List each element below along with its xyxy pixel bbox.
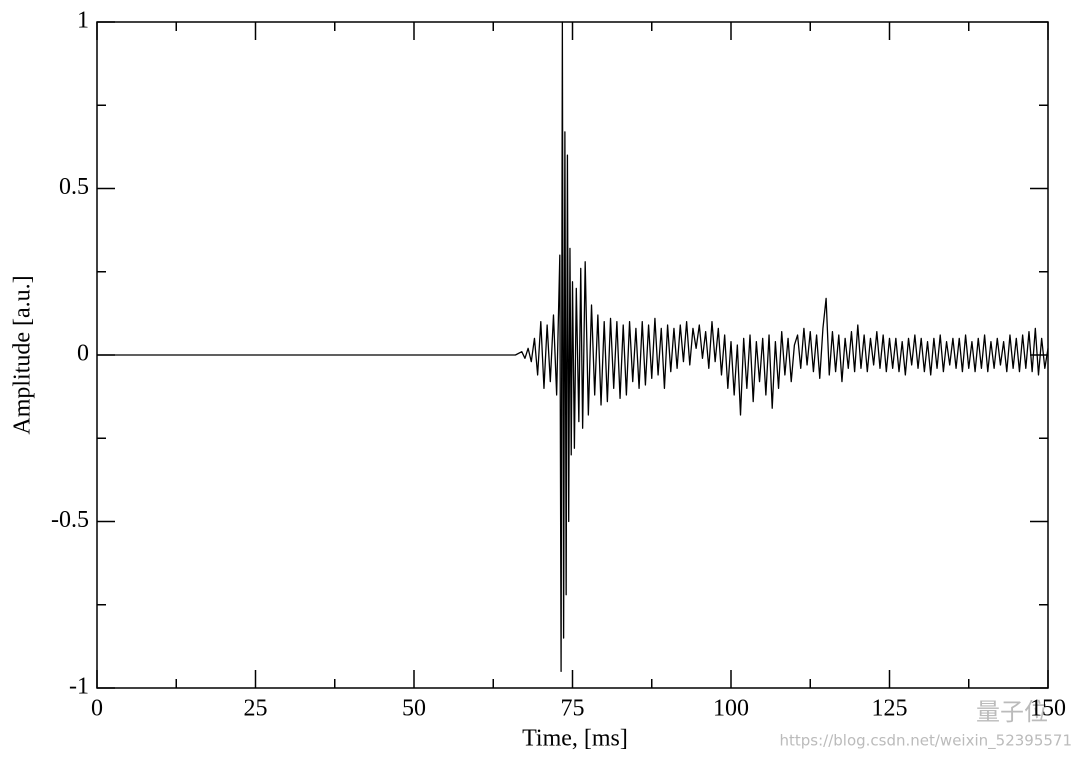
x-tick-label: 0 <box>91 696 103 722</box>
watermark-url: https://blog.csdn.net/weixin_52395571 <box>779 732 1072 751</box>
x-tick-label: 25 <box>244 696 268 722</box>
y-tick-label: -0.5 <box>51 507 89 533</box>
y-axis-label: Amplitude [a.u.] <box>10 275 36 434</box>
y-tick-label: 0.5 <box>59 174 89 200</box>
x-axis-label: Time, [ms] <box>522 726 628 752</box>
signal-line <box>97 21 1049 672</box>
x-tick-label: 50 <box>402 696 426 722</box>
x-tick-label: 150 <box>1030 696 1066 722</box>
watermark-logo: 量子位 <box>976 698 1048 726</box>
y-tick-label: 0 <box>77 341 89 367</box>
y-tick-label: 1 <box>77 8 89 34</box>
x-tick-label: 125 <box>872 696 908 722</box>
y-tick-label: -1 <box>69 674 89 700</box>
plot-frame <box>96 21 1049 689</box>
x-tick-label: 75 <box>561 696 585 722</box>
x-tick-label: 100 <box>713 696 749 722</box>
